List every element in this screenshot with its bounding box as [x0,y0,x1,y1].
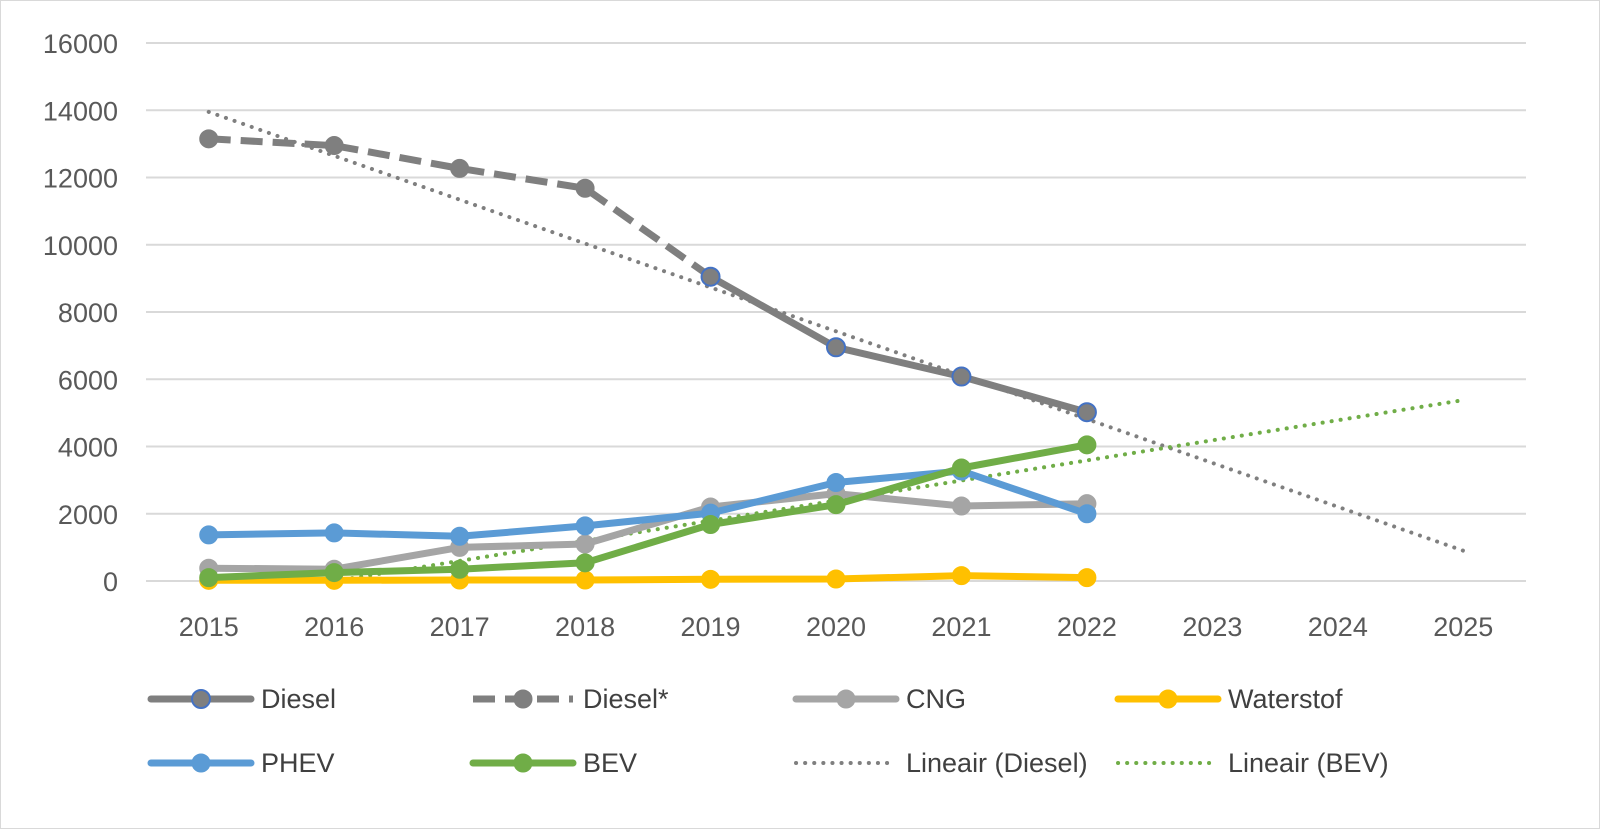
series-line-diesel [208,135,713,280]
series-diesel [700,266,1097,423]
legend-label: Lineair (BEV) [1228,748,1389,778]
data-point-diesel [951,366,972,387]
data-point-bev [701,515,721,535]
data-point-phev [1077,504,1097,524]
legend-label: Waterstof [1228,684,1343,714]
x-tick-label: 2019 [681,612,741,642]
y-tick-label: 12000 [43,164,118,194]
y-tick-label: 14000 [43,96,118,126]
data-point-phev [575,516,595,536]
data-point-cng [575,534,595,554]
data-point-phev [324,523,344,543]
data-point-waterstof [575,570,595,590]
series-lines [199,109,1466,590]
series-lineair-diesel [206,109,1466,553]
series-line-bev [205,441,1091,582]
legend-label: Diesel* [583,684,669,714]
data-point-diesel [450,158,470,178]
gridlines [146,42,1526,582]
series-bev [199,435,1097,588]
x-tick-label: 2018 [555,612,615,642]
legend-marker [191,689,211,709]
x-tick-label: 2020 [806,612,866,642]
y-tick-label: 6000 [58,365,118,395]
legend-label: Diesel [261,684,336,714]
data-point-diesel [1076,402,1097,423]
data-point-waterstof [951,566,971,586]
legend-marker [836,689,856,709]
legend-item-diesel: Diesel* [473,684,669,714]
legend-marker [513,753,533,773]
legend-item-waterstof: Waterstof [1114,684,1343,714]
series-line-lineair-bev [332,398,1466,583]
data-point-diesel [826,337,846,358]
data-point-diesel [199,129,219,149]
x-tick-label: 2021 [931,612,991,642]
data-point-bev [199,568,219,588]
y-tick-label: 0 [103,567,118,597]
y-tick-label: 8000 [58,298,118,328]
data-point-bev [324,563,344,583]
legend: Diesel Diesel* CNG Waterstof PHEV BEV Lineair … [147,684,1389,778]
legend-item-lineair-bev: Lineair (BEV) [1116,748,1389,778]
legend-marker [191,753,211,773]
series-line-diesel [707,273,1091,416]
data-point-bev [450,559,470,579]
legend-label: CNG [906,684,966,714]
legend-item-cng: CNG [792,684,966,714]
data-point-bev [951,458,971,478]
series-lineair-bev [332,398,1466,583]
data-point-phev [450,526,470,546]
series-line-lineair-diesel [206,109,1466,553]
series-diesel [199,129,721,287]
legend-item-diesel: Diesel [147,684,336,714]
legend-label: Lineair (Diesel) [906,748,1088,778]
series-line-cng [205,490,1091,573]
legend-label: PHEV [261,748,335,778]
data-point-bev [826,495,846,515]
y-tick-label: 16000 [43,29,118,59]
x-tick-label: 2025 [1433,612,1493,642]
legend-marker [1158,689,1178,709]
data-point-bev [575,553,595,573]
y-tick-label: 10000 [43,231,118,261]
legend-marker [513,689,533,709]
x-tick-label: 2022 [1057,612,1117,642]
series-line-waterstof [205,572,1091,584]
x-tick-label: 2023 [1182,612,1242,642]
data-point-diesel [700,266,721,287]
y-axis-tick-labels: 0 2000 4000 6000 8000 10000 12000 14000 16000 [43,29,118,597]
legend-item-bev: BEV [469,748,637,778]
data-point-waterstof [701,569,721,589]
data-point-waterstof [1077,568,1097,588]
x-tick-label: 2015 [179,612,239,642]
data-point-cng [951,496,971,516]
x-tick-label: 2017 [430,612,490,642]
x-tick-label: 2024 [1308,612,1368,642]
x-axis-tick-labels: 2015 2016 2017 2018 2019 2020 2021 2022 2023 2024… [179,612,1494,642]
data-point-phev [199,525,219,545]
legend-item-lineair-diesel: Lineair (Diesel) [794,748,1088,778]
x-tick-label: 2016 [304,612,364,642]
data-point-diesel [575,178,595,198]
data-point-bev [1077,435,1097,455]
y-tick-label: 2000 [58,500,118,530]
y-tick-label: 4000 [58,433,118,463]
legend-label: BEV [583,748,637,778]
legend-item-phev: PHEV [147,748,335,778]
data-point-diesel [324,136,344,156]
data-point-phev [826,472,846,492]
data-point-waterstof [826,569,846,589]
